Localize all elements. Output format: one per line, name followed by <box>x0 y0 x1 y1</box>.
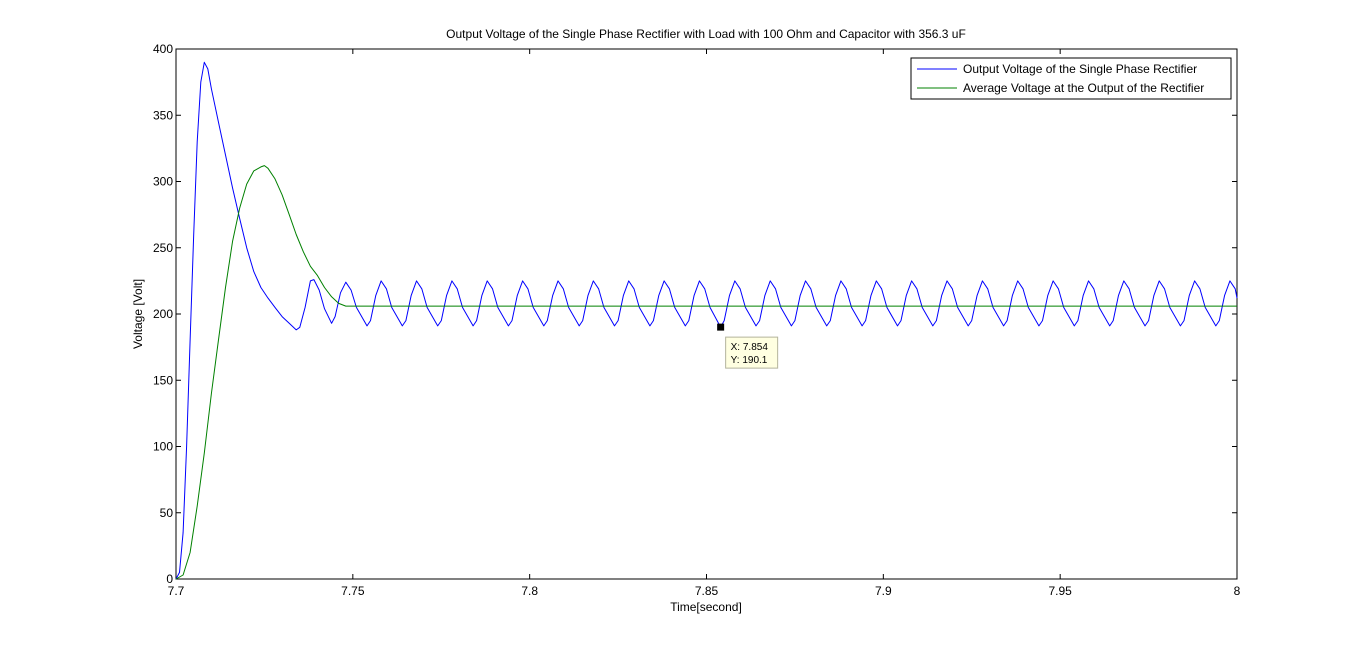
data-tip-y-value: Y: 190.1 <box>731 355 768 366</box>
y-tick-label: 50 <box>160 506 174 520</box>
axes-box <box>175 48 1238 580</box>
series-line-average-voltage-at-the-output-of-the-rectifier <box>175 165 1237 580</box>
legend[interactable]: Output Voltage of the Single Phase Recti… <box>910 57 1232 100</box>
y-tick-label: 100 <box>153 440 173 454</box>
y-axis-label: Voltage [Volt] <box>131 279 145 349</box>
plot-area <box>175 61 1238 580</box>
x-tick-label: 8 <box>1234 584 1241 598</box>
series-line-output-voltage-of-the-single-phase-rectifier <box>175 61 1238 580</box>
x-tick-label: 7.95 <box>1048 584 1072 598</box>
data-tip-box <box>725 336 779 369</box>
data-tip-marker[interactable] <box>717 323 725 331</box>
y-tick-label: 350 <box>153 108 173 122</box>
legend-box <box>910 57 1232 100</box>
x-tick-label: 7.9 <box>875 584 892 598</box>
legend-label-average-voltage: Average Voltage at the Output of the Rec… <box>963 81 1204 95</box>
data-tip-x-value: X: 7.854 <box>731 342 769 353</box>
y-tick-label: 300 <box>153 175 173 189</box>
x-axis-label: Time[second] <box>670 600 742 614</box>
y-tick-label: 200 <box>153 307 173 321</box>
y-tick-label: 250 <box>153 241 173 255</box>
axis-ticks: 7.7 7.75 7.8 7.85 7.9 7.95 8 0 50 100 150 200 250 300… <box>153 42 1241 598</box>
x-tick-label: 7.7 <box>168 584 185 598</box>
x-tick-label: 7.75 <box>341 584 365 598</box>
x-tick-label: 7.8 <box>521 584 538 598</box>
legend-label-output-voltage: Output Voltage of the Single Phase Recti… <box>963 62 1197 76</box>
x-tick-label: 7.85 <box>695 584 719 598</box>
y-tick-label: 400 <box>153 42 173 56</box>
chart-title: Output Voltage of the Single Phase Recti… <box>446 27 966 41</box>
y-tick-label: 0 <box>166 572 173 586</box>
y-tick-label: 150 <box>153 373 173 387</box>
data-tip[interactable]: X: 7.854 Y: 190.1 <box>717 323 779 369</box>
